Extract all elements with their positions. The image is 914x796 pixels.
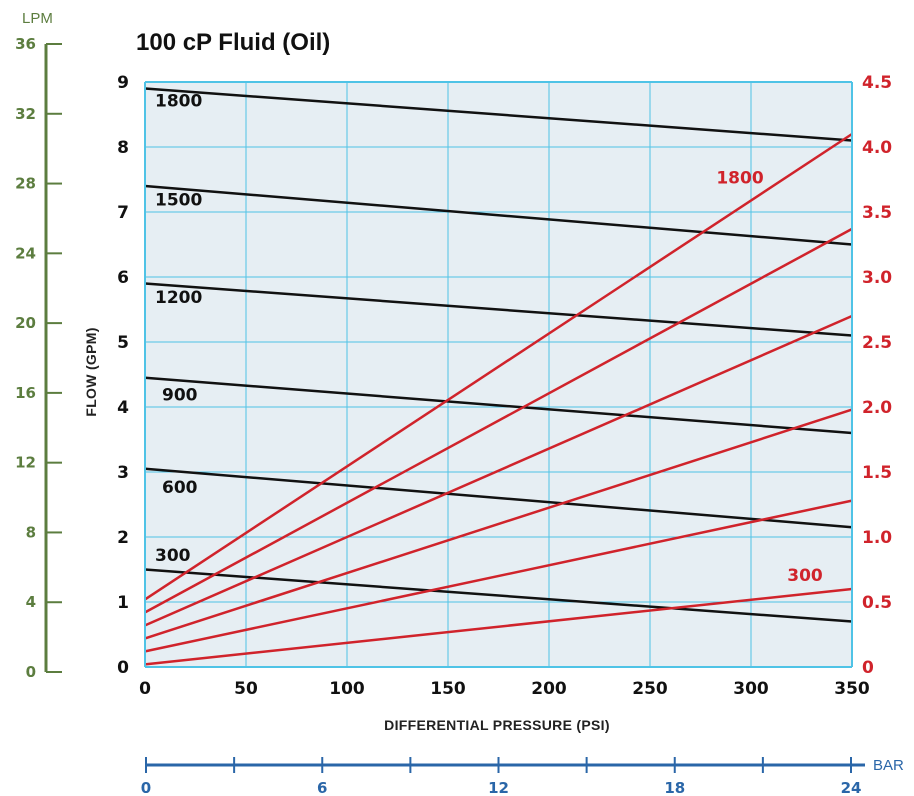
power-line-3: [144, 314, 853, 627]
power-tick-label: 4.0: [862, 138, 892, 158]
lpm-tick-label: 24: [15, 244, 36, 262]
power-tick-label: 1.0: [862, 528, 892, 548]
power-line-5: [144, 499, 853, 653]
grid: [145, 82, 852, 667]
bar-axis: BAR 0 6 12 18 24: [141, 757, 904, 796]
bar-tick-label: 0: [141, 779, 151, 796]
tick-labels: 0 50 100 150 200 250 300 350012345678900.51.01.…: [117, 73, 892, 699]
flow-line-1800: [144, 87, 853, 142]
power-tick-label: 0.5: [862, 593, 892, 613]
power-line-2: [144, 227, 853, 614]
lpm-tick-label: 4: [26, 593, 36, 611]
flow-series-label-1200: 1200: [155, 288, 202, 308]
lpm-axis: LPM 0 4 8 12 16 20 24 28 32 36: [15, 10, 62, 681]
flow-line-1200: [144, 282, 853, 337]
bar-tick-label: 6: [317, 779, 327, 796]
x-tick-label: 50: [234, 679, 258, 699]
series-labels: 1800 1500 1200 900 600 300 1800 300: [155, 92, 823, 587]
power-series-label-300: 300: [787, 566, 823, 586]
axes: [144, 81, 853, 668]
flow-series-label-1500: 1500: [155, 191, 202, 211]
x-tick-label: 300: [733, 679, 769, 699]
y-tick-label: 6: [117, 268, 129, 288]
plot-area: [145, 82, 852, 667]
flow-series-label-600: 600: [162, 478, 198, 498]
flow-line-1500: [144, 184, 853, 246]
x-tick-label: 0: [139, 679, 151, 699]
lpm-tick-label: 12: [15, 454, 36, 472]
power-line-4: [144, 408, 853, 640]
y-tick-label: 8: [117, 138, 129, 158]
y-tick-label: 1: [117, 593, 129, 613]
x-tick-label: 100: [329, 679, 365, 699]
power-series-group: [144, 132, 853, 666]
bar-tick-label: 18: [664, 779, 685, 796]
power-tick-label: 2.5: [862, 333, 892, 353]
y-axis-title: FLOW (GPM): [83, 327, 99, 416]
flow-series-label-1800: 1800: [155, 92, 202, 112]
flow-series-group: [144, 87, 853, 623]
x-tick-label: 250: [632, 679, 668, 699]
chart-title: 100 cP Fluid (Oil): [136, 29, 330, 56]
y-tick-label: 2: [117, 528, 129, 548]
y-tick-label: 3: [117, 463, 129, 483]
flow-line-300: [144, 568, 853, 623]
lpm-unit-label: LPM: [22, 10, 53, 27]
power-line-6: [144, 587, 853, 666]
x-tick-label: 350: [834, 679, 870, 699]
power-series-label-1800: 1800: [716, 168, 763, 188]
power-tick-label: 4.5: [862, 73, 892, 93]
x-tick-label: 200: [531, 679, 567, 699]
y-tick-label: 5: [117, 333, 129, 353]
y-tick-label: 4: [117, 398, 129, 418]
lpm-tick-label: 8: [26, 523, 36, 541]
power-tick-label: 3.5: [862, 203, 892, 223]
flow-series-label-300: 300: [155, 546, 191, 566]
bar-unit-label: BAR: [873, 757, 904, 774]
lpm-tick-label: 0: [26, 663, 36, 681]
flow-line-900: [144, 376, 853, 435]
flow-series-label-900: 900: [162, 386, 198, 406]
lpm-tick-label: 32: [15, 105, 36, 123]
lpm-tick-label: 16: [15, 384, 36, 402]
lpm-tick-label: 20: [15, 314, 36, 332]
lpm-tick-label: 28: [15, 175, 36, 193]
bar-tick-label: 12: [488, 779, 509, 796]
power-tick-label: 0: [862, 658, 874, 678]
power-tick-label: 2.0: [862, 398, 892, 418]
y-tick-label: 0: [117, 658, 129, 678]
power-line-1: [144, 132, 853, 601]
x-tick-label: 150: [430, 679, 466, 699]
x-axis-title: DIFFERENTIAL PRESSURE (PSI): [384, 717, 610, 733]
power-tick-label: 3.0: [862, 268, 892, 288]
y-tick-label: 7: [117, 203, 129, 223]
flow-line-600: [144, 467, 853, 529]
power-tick-label: 1.5: [862, 463, 892, 483]
lpm-tick-label: 36: [15, 35, 36, 53]
y-tick-label: 9: [117, 73, 129, 93]
bar-tick-label: 24: [841, 779, 862, 796]
